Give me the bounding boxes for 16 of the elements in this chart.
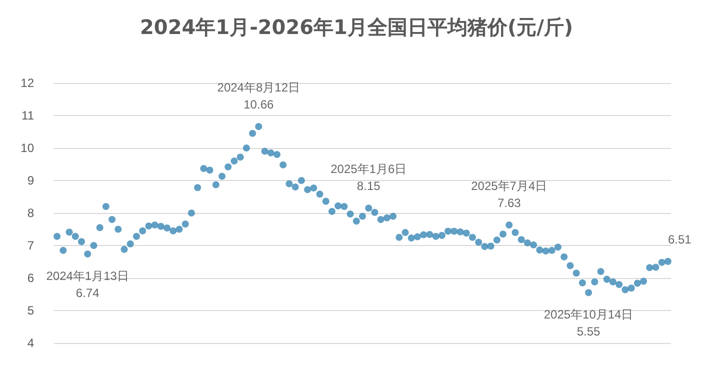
y-tick-label: 4 — [27, 336, 34, 350]
data-label: 2024年8月12日 10.66 — [217, 80, 300, 112]
y-tick-label: 9 — [27, 174, 34, 188]
y-tick-label: 10 — [20, 141, 34, 155]
chart-title: 2024年1月-2026年1月全国日平均猪价(元/斤) — [140, 15, 574, 39]
data-label: 2025年7月4日 7.63 — [471, 179, 548, 210]
y-tick-label: 5 — [27, 304, 34, 318]
y-tick-label: 12 — [20, 76, 34, 90]
data-label: 2024年1月13日 6.74 — [46, 268, 129, 300]
data-label: 2025年10月14日 5.55 — [544, 308, 634, 339]
data-label: 2025年1月6日 8.15 — [330, 162, 407, 194]
y-tick-label: 6 — [27, 271, 34, 285]
y-tick-label: 7 — [27, 238, 34, 252]
y-tick-label: 11 — [22, 108, 34, 122]
data-label: 6.51 — [668, 232, 692, 246]
y-tick-label: 8 — [27, 206, 34, 220]
